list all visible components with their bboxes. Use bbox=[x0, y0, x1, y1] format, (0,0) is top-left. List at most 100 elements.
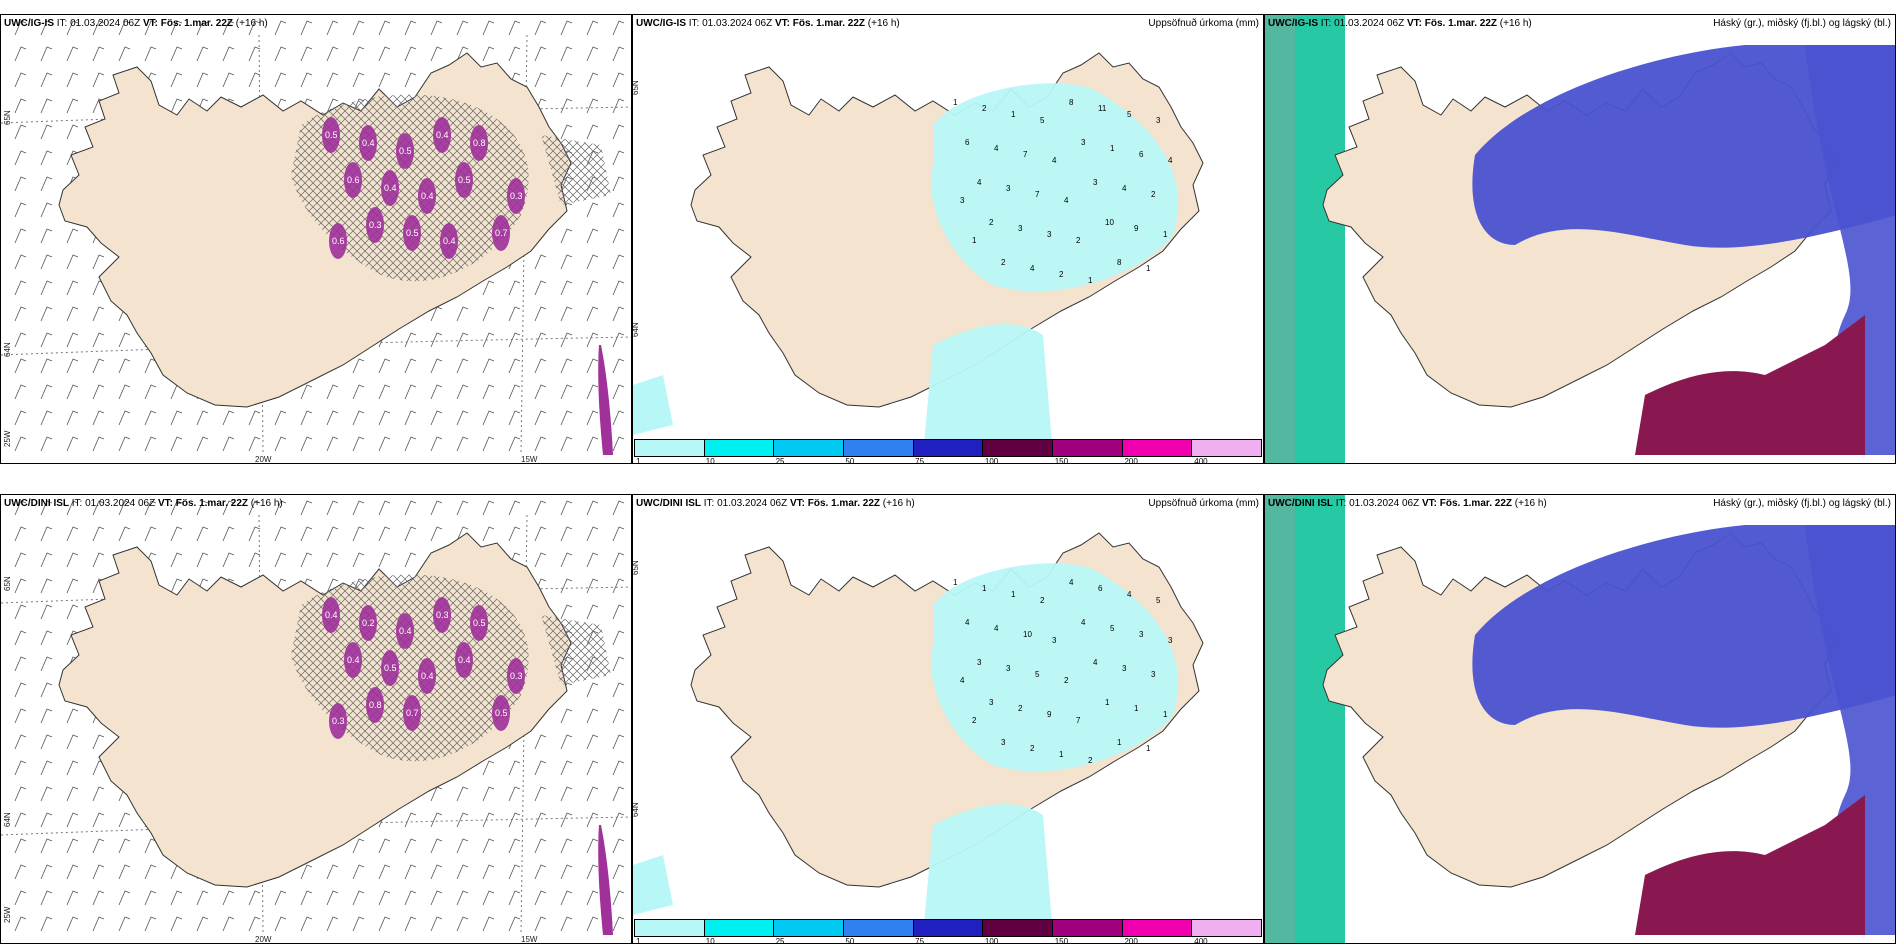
wind-barb bbox=[586, 332, 599, 348]
wind-barb bbox=[352, 838, 365, 854]
wind-barb bbox=[586, 306, 599, 322]
wind-barb bbox=[586, 682, 599, 698]
precip-value: 1 bbox=[1146, 264, 1151, 273]
wind-barb bbox=[456, 812, 469, 828]
wind-barb bbox=[404, 46, 417, 62]
wind-barb bbox=[352, 72, 365, 88]
wind-barb bbox=[378, 410, 391, 426]
wind-barb bbox=[404, 812, 417, 828]
wind-barb bbox=[66, 228, 79, 244]
wind-barb bbox=[560, 526, 573, 542]
lat-label: 65N bbox=[632, 560, 640, 575]
wind-barb bbox=[274, 552, 287, 568]
wind-barb bbox=[430, 332, 443, 348]
convective-cell bbox=[507, 658, 525, 694]
wind-barb bbox=[534, 864, 547, 880]
convective-cell bbox=[440, 223, 458, 259]
wind-barb bbox=[586, 280, 599, 296]
model-name: UWC/DINI ISL bbox=[1268, 498, 1333, 509]
convective-value: 0.3 bbox=[369, 220, 382, 230]
precip-value: 1 bbox=[1011, 110, 1016, 119]
convective-cell bbox=[433, 117, 451, 153]
convective-cell bbox=[344, 162, 362, 198]
wind-barb bbox=[482, 760, 495, 776]
wind-barb bbox=[534, 254, 547, 270]
wind-barb bbox=[534, 890, 547, 906]
convective-cell bbox=[366, 687, 384, 723]
convective-value: 0.4 bbox=[347, 655, 360, 665]
precip-legend bbox=[634, 439, 1262, 457]
convective-value: 0.7 bbox=[495, 228, 508, 238]
wind-barb bbox=[14, 72, 27, 88]
wind-barb bbox=[456, 526, 469, 542]
convective-value: 0.5 bbox=[473, 618, 486, 628]
precip-value: 2 bbox=[1064, 676, 1069, 685]
wind-barb bbox=[456, 838, 469, 854]
wind-barb bbox=[534, 410, 547, 426]
wind-barb bbox=[66, 734, 79, 750]
wind-barb bbox=[40, 760, 53, 776]
wind-barb bbox=[300, 410, 313, 426]
legend-swatch bbox=[774, 920, 845, 936]
wind-barb bbox=[66, 20, 79, 36]
wind-barb bbox=[586, 202, 599, 218]
wind-barb bbox=[40, 526, 53, 542]
wind-barb bbox=[430, 864, 443, 880]
wind-barb bbox=[196, 500, 209, 516]
wind-barb bbox=[14, 682, 27, 698]
wind-barb bbox=[430, 384, 443, 400]
wind-barb bbox=[300, 552, 313, 568]
wind-barb bbox=[40, 358, 53, 374]
wind-barb bbox=[378, 384, 391, 400]
wind-barb bbox=[40, 682, 53, 698]
wind-barb bbox=[534, 20, 547, 36]
convective-cell bbox=[455, 162, 473, 198]
wind-barb bbox=[66, 916, 79, 932]
wind-barb bbox=[612, 786, 625, 802]
wind-barb bbox=[586, 864, 599, 880]
wind-barb bbox=[612, 630, 625, 646]
wind-barb bbox=[560, 20, 573, 36]
precip-value: 2 bbox=[1018, 704, 1023, 713]
precip-value: 1 bbox=[1110, 144, 1115, 153]
wind-barb bbox=[66, 500, 79, 516]
convective-value: 0.4 bbox=[384, 183, 397, 193]
convective-value: 0.2 bbox=[362, 618, 375, 628]
wind-barb bbox=[40, 890, 53, 906]
wind-barb bbox=[378, 552, 391, 568]
wind-barb bbox=[92, 916, 105, 932]
convective-value: 0.3 bbox=[436, 610, 449, 620]
wind-barb bbox=[612, 20, 625, 36]
wind-barb bbox=[560, 864, 573, 880]
mid-cloud-area bbox=[1805, 525, 1895, 935]
legend-tick: 100 bbox=[984, 937, 999, 944]
convective-cell bbox=[359, 605, 377, 641]
wind-barb bbox=[300, 72, 313, 88]
wind-barb bbox=[508, 838, 521, 854]
wind-barb bbox=[144, 436, 157, 452]
convective-cell bbox=[381, 170, 399, 206]
lat-label: 64N bbox=[632, 322, 640, 337]
wind-barb bbox=[118, 332, 131, 348]
precip-value: 2 bbox=[1001, 258, 1006, 267]
vt-value: Fös. 1.mar. 22Z bbox=[175, 498, 249, 509]
wind-barb bbox=[274, 500, 287, 516]
wind-barb bbox=[300, 20, 313, 36]
wind-barb bbox=[66, 812, 79, 828]
wind-barb bbox=[612, 332, 625, 348]
wind-barb bbox=[586, 890, 599, 906]
precip-area bbox=[923, 804, 1053, 935]
panel-header: UWC/IG-IS IT: 01.03.2024 06Z VT: Fös. 1.… bbox=[636, 18, 900, 30]
wind-barb bbox=[222, 436, 235, 452]
wind-barb bbox=[456, 20, 469, 36]
wind-barb bbox=[248, 20, 261, 36]
wind-barb bbox=[586, 760, 599, 776]
wind-map: 0.5 0.4 0.5 0.4 0.8 0.3 0.6 0.4 0.4 0.5 0.7 0.6 0.3 0… bbox=[1, 20, 631, 456]
wind-barb bbox=[196, 890, 209, 906]
convective-cell bbox=[329, 703, 347, 739]
wind-barb bbox=[66, 306, 79, 322]
wind-barb bbox=[40, 708, 53, 724]
wind-barb bbox=[66, 358, 79, 374]
wind-barb bbox=[248, 916, 261, 932]
wind-barb bbox=[534, 526, 547, 542]
